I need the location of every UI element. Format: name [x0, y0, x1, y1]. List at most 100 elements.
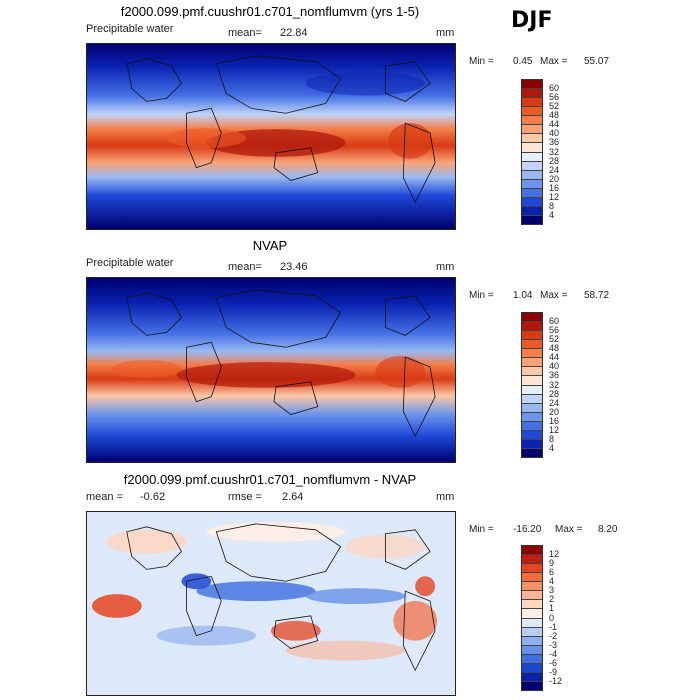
panel3-unit: mm [436, 491, 455, 503]
colorbar-tick-label: 24 [549, 164, 560, 175]
panel2-map-field [87, 278, 455, 462]
panel1-mean-label: mean= [228, 27, 262, 39]
colorbar-tick-label: -12 [549, 676, 563, 687]
colorbar-tick-label: -6 [549, 658, 558, 669]
panel3-mean-label: mean = [86, 491, 123, 503]
colorbar-swatch [522, 555, 542, 565]
panel3-colorbar [521, 545, 543, 691]
colorbar-swatch [522, 546, 542, 556]
colorbar-swatch [522, 170, 542, 180]
colorbar-tick-label: 4 [549, 210, 555, 221]
colorbar-tick-label: 1 [549, 603, 555, 614]
panel1-unit: mm [436, 27, 455, 39]
panel3-max-label: Max = [555, 524, 583, 535]
colorbar-tick-label: 8 [549, 434, 555, 445]
colorbar-swatch [522, 645, 542, 655]
panel3-rmse-value: 2.64 [282, 491, 304, 503]
panel3-map [86, 511, 456, 696]
panel2-min-label: Min = [469, 290, 494, 301]
colorbar-tick-label: 60 [549, 315, 560, 326]
colorbar-tick-label: 3 [549, 585, 555, 596]
colorbar-tick-label: 12 [549, 548, 560, 559]
colorbar-tick-label: 2 [549, 594, 555, 605]
colorbar-swatch [522, 152, 542, 162]
colorbar-tick-label: 36 [549, 137, 560, 148]
colorbar-swatch [522, 340, 542, 350]
colorbar-swatch [522, 582, 542, 592]
colorbar-tick-label: 12 [549, 425, 560, 436]
colorbar-tick-label: 24 [549, 397, 560, 408]
colorbar-swatch [522, 681, 542, 690]
colorbar-tick-label: 20 [549, 406, 560, 417]
panel2-colorbar [521, 312, 543, 458]
colorbar-tick-label: 36 [549, 370, 560, 381]
colorbar-swatch [522, 179, 542, 189]
colorbar-tick-label: 44 [549, 352, 560, 363]
colorbar-tick-label: 52 [549, 333, 560, 344]
colorbar-tick-label: 28 [549, 388, 560, 399]
colorbar-swatch [522, 564, 542, 574]
panel1-min-label: Min = [469, 56, 494, 67]
colorbar-tick-label: 48 [549, 110, 560, 120]
colorbar-swatch [522, 206, 542, 216]
panel1-max-label: Max = [540, 56, 568, 67]
colorbar-tick-label: 6 [549, 566, 555, 577]
colorbar-swatch [522, 134, 542, 144]
colorbar-swatch [522, 600, 542, 610]
colorbar-tick-label: 52 [549, 100, 560, 111]
panel1-mean-value: 22.84 [280, 27, 308, 39]
colorbar-tick-label: 44 [549, 119, 560, 130]
colorbar-swatch [522, 215, 542, 224]
panel3-mean-value: -0.62 [140, 491, 166, 503]
panel2-title: NVAP [252, 238, 288, 253]
colorbar-tick-label: 4 [549, 576, 555, 586]
colorbar-swatch [522, 98, 542, 108]
colorbar-tick-label: 16 [549, 416, 560, 426]
colorbar-swatch [522, 412, 542, 422]
panel2-variable-label: Precipitable water [86, 257, 174, 269]
season-label: DJF [511, 8, 553, 33]
panel2-mean-label: mean= [228, 261, 262, 273]
colorbar-swatch [522, 313, 542, 323]
colorbar-swatch [522, 188, 542, 198]
panel1-map [86, 43, 456, 230]
colorbar-swatch [522, 358, 542, 368]
colorbar-tick-label: 32 [549, 146, 560, 157]
colorbar-swatch [522, 394, 542, 404]
colorbar-tick-label: 60 [549, 82, 560, 93]
colorbar-tick-label: 28 [549, 155, 560, 166]
colorbar-tick-label: 56 [549, 91, 560, 102]
colorbar-swatch [522, 322, 542, 332]
panel3-title: f2000.099.pmf.cuushr01.c701_nomflumvm - … [123, 472, 417, 487]
colorbar-swatch [522, 636, 542, 646]
colorbar-tick-label: -3 [549, 639, 558, 650]
colorbar-tick-label: 8 [549, 201, 555, 212]
colorbar-swatch [522, 618, 542, 628]
colorbar-tick-label: 0 [549, 612, 555, 623]
panel2-mean-value: 23.46 [280, 261, 308, 273]
colorbar-swatch [522, 161, 542, 171]
colorbar-swatch [522, 125, 542, 135]
colorbar-swatch [522, 197, 542, 207]
colorbar-swatch [522, 672, 542, 682]
colorbar-swatch [522, 421, 542, 431]
colorbar-swatch [522, 80, 542, 90]
colorbar-swatch [522, 430, 542, 440]
colorbar-swatch [522, 591, 542, 601]
colorbar-tick-label: 20 [549, 173, 560, 184]
colorbar-swatch [522, 143, 542, 153]
colorbar-tick-label: -9 [549, 667, 558, 678]
colorbar-tick-label: 9 [549, 557, 555, 568]
colorbar-tick-label: -2 [549, 630, 558, 641]
colorbar-swatch [522, 627, 542, 637]
colorbar-tick-label: 40 [549, 361, 560, 372]
colorbar-swatch [522, 349, 542, 359]
panel2-max-value: 58.72 [584, 290, 610, 301]
panel3-rmse-label: rmse = [228, 491, 262, 503]
panel3-min-value: -16.20 [513, 524, 542, 535]
colorbar-swatch [522, 367, 542, 377]
colorbar-tick-label: 40 [549, 128, 560, 139]
panel1-title: f2000.099.pmf.cuushr01.c701_nomflumvm (y… [120, 4, 420, 19]
colorbar-swatch [522, 448, 542, 457]
colorbar-tick-label: 4 [549, 443, 555, 454]
